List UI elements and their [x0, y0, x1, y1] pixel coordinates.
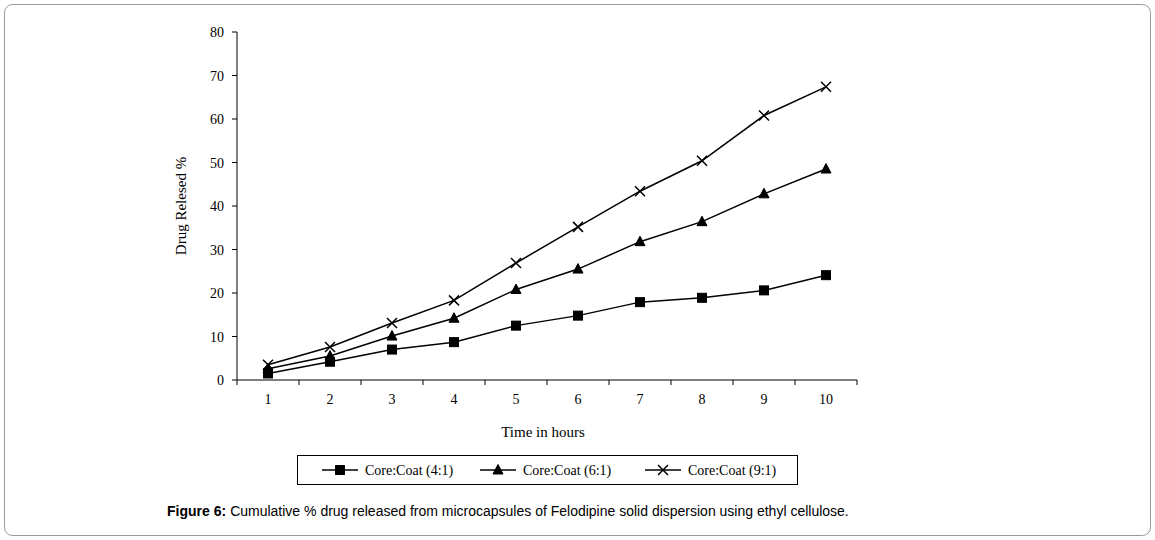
x-tick-label: 1 [265, 392, 272, 407]
data-point [822, 271, 831, 280]
frame [5, 5, 1151, 536]
y-tick-label: 80 [210, 25, 224, 40]
x-tick [423, 380, 424, 385]
data-point [635, 186, 645, 196]
y-tick-label: 0 [217, 373, 224, 388]
data-point [697, 156, 707, 166]
x-axis-label: Time in hours [501, 424, 585, 440]
data-point [449, 295, 459, 305]
series-line [268, 275, 826, 373]
data-point [325, 351, 335, 361]
data-point [449, 313, 459, 323]
x-tick-label: 6 [575, 392, 582, 407]
data-point [573, 222, 583, 232]
data-point [263, 360, 273, 370]
y-tick-label: 30 [210, 243, 224, 258]
x-tick-label: 4 [451, 392, 458, 407]
legend-label: Core:Coat (6:1) [523, 463, 612, 479]
y-tick-label: 10 [210, 330, 224, 345]
plot-area [263, 82, 831, 378]
caption-text: Cumulative % drug released from microcap… [230, 503, 849, 519]
data-point [759, 188, 769, 198]
data-point [450, 338, 459, 347]
data-point [821, 82, 831, 92]
x-tick-label: 8 [699, 392, 706, 407]
x-tick [733, 380, 734, 385]
data-point [635, 236, 645, 246]
data-point [760, 286, 769, 295]
x-tick [361, 380, 362, 385]
x-tick [299, 380, 300, 385]
y-tick [232, 206, 237, 207]
data-point [511, 284, 521, 294]
y-tick-label: 20 [210, 286, 224, 301]
y-tick [232, 336, 237, 337]
x-tick-label: 3 [389, 392, 396, 407]
data-point [697, 216, 707, 226]
series-line [268, 87, 826, 365]
y-tick [232, 249, 237, 250]
legend-marker [493, 465, 503, 475]
data-point [759, 111, 769, 121]
y-tick-label: 50 [210, 156, 224, 171]
y-tick [232, 162, 237, 163]
y-tick [232, 293, 237, 294]
y-axis-label: Drug Relesed % [173, 157, 189, 255]
x-tick [795, 380, 796, 385]
x-tick [237, 380, 238, 385]
data-point [636, 298, 645, 307]
legend: Core:Coat (4:1) Core:Coat (6:1) Core:Coat … [298, 456, 798, 485]
data-point [511, 258, 521, 268]
x-tick [609, 380, 610, 385]
legend-label: Core:Coat (4:1) [365, 463, 454, 479]
data-point [387, 331, 397, 341]
y-tick-label: 40 [210, 199, 224, 214]
legend-box [298, 456, 798, 485]
x-tick [857, 380, 858, 385]
caption: Figure 6:Cumulative % drug released from… [167, 503, 849, 519]
data-point [698, 293, 707, 302]
legend-marker [336, 466, 345, 475]
x-tick [671, 380, 672, 385]
x-tick-label: 5 [513, 392, 520, 407]
y-tick [232, 32, 237, 33]
caption-title: Figure 6: [167, 503, 226, 519]
y-tick [232, 75, 237, 76]
data-point [573, 264, 583, 274]
chart: 0 10 20 30 40 50 60 70 80 1 2 3 4 5 6 7 8 9 10 Drug Relesed… [0, 0, 1155, 540]
y-tick [232, 119, 237, 120]
x-tick [485, 380, 486, 385]
data-point [512, 321, 521, 330]
data-point [821, 164, 831, 174]
x-tick-label: 10 [819, 392, 833, 407]
x-tick-label: 9 [761, 392, 768, 407]
legend-marker [658, 465, 668, 475]
data-point [574, 311, 583, 320]
y-tick-label: 70 [210, 69, 224, 84]
legend-label: Core:Coat (9:1) [688, 463, 777, 479]
data-point [325, 342, 335, 352]
x-tick [547, 380, 548, 385]
data-point [387, 318, 397, 328]
y-tick [232, 380, 237, 381]
x-tick-label: 7 [637, 392, 644, 407]
y-tick-label: 60 [210, 112, 224, 127]
x-tick-label: 2 [327, 392, 334, 407]
data-point [388, 345, 397, 354]
